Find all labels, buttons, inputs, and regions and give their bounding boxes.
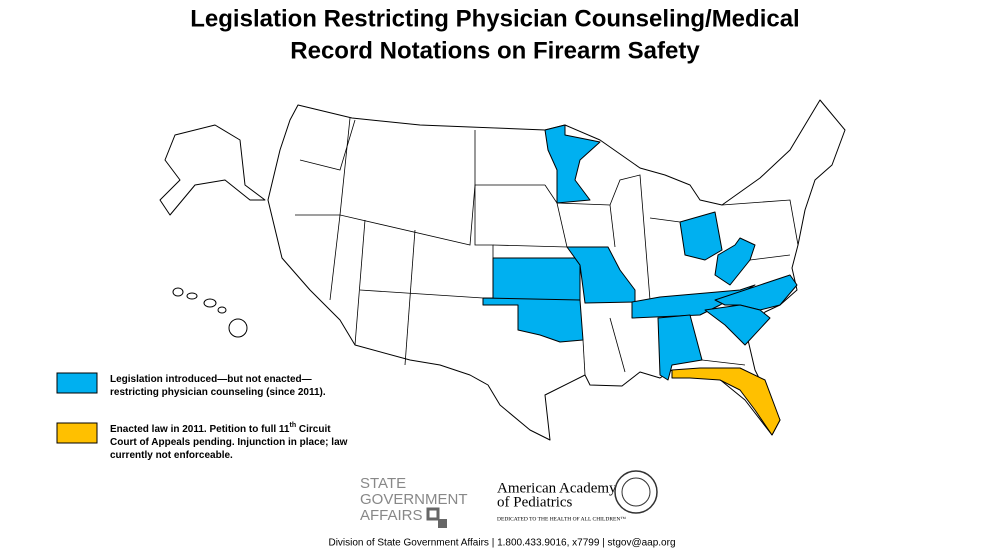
legend-text: currently not enforceable.	[110, 450, 233, 461]
state-border	[339, 117, 545, 246]
title-line: Legislation Restricting Physician Counse…	[190, 5, 799, 32]
sga-logo: STATE GOVERNMENT AFFAIRS	[360, 475, 468, 528]
title-line: Record Notations on Firearm Safety	[290, 37, 700, 64]
state-border	[649, 217, 681, 223]
state-missouri	[566, 246, 636, 304]
logo-text: AFFAIRS	[360, 507, 423, 524]
legend-label: currently not enforceable.	[110, 450, 233, 461]
state-ohio	[679, 211, 723, 261]
legend-text: th	[290, 422, 297, 429]
legend-label: Court of Appeals pending. Injunction in …	[110, 437, 348, 448]
legend-text: Legislation introduced—but not enacted—	[110, 374, 312, 385]
state-border	[749, 254, 791, 261]
logo-tagline: DEDICATED TO THE HEALTH OF ALL CHILDREN™	[497, 516, 626, 522]
state-border	[492, 184, 568, 248]
state-border	[609, 317, 626, 373]
legend-label: Enacted law in 2011. Petition to full 11…	[110, 422, 331, 435]
logo-text: American Academy	[497, 480, 617, 496]
state-west-virginia	[714, 237, 756, 286]
legend-text: Circuit	[296, 424, 331, 435]
us-map	[159, 99, 846, 441]
logo-text: STATE	[360, 475, 406, 492]
footer: Division of State Government Affairs | 1…	[328, 538, 675, 549]
state-minnesota	[544, 124, 601, 204]
aap-logo: American Academy of Pediatrics DEDICATED…	[497, 470, 658, 522]
legend-swatch	[56, 372, 98, 394]
legend-label: Legislation introduced—but not enacted—	[110, 374, 312, 385]
alaska	[159, 124, 266, 216]
legend-label: restricting physician counseling (since …	[110, 387, 326, 398]
state-border	[701, 359, 746, 366]
logo-seal	[621, 477, 651, 507]
state-border	[404, 229, 416, 366]
state-border	[721, 199, 799, 246]
state-border	[582, 339, 586, 376]
logo-mark	[438, 519, 447, 528]
logo-text: GOVERNMENT	[360, 491, 468, 508]
legend-text: restricting physician counseling (since …	[110, 387, 326, 398]
state-oklahoma	[482, 297, 584, 343]
state-kansas	[492, 257, 581, 301]
state-north-carolina	[714, 274, 798, 311]
state-border	[299, 119, 356, 171]
logo-mark	[426, 507, 440, 521]
state-alabama	[657, 314, 703, 381]
legend-swatch	[56, 422, 98, 444]
legend: Legislation introduced—but not enacted— r…	[56, 372, 348, 461]
state-border	[354, 219, 366, 346]
legend-text: Court of Appeals pending. Injunction in …	[110, 437, 348, 448]
logo-seal	[614, 470, 658, 514]
legend-text: Enacted law in 2011. Petition to full 11	[110, 424, 290, 435]
logo-text: of Pediatrics	[497, 494, 573, 510]
hawaii	[172, 287, 248, 338]
colored-states	[482, 124, 798, 436]
state-south-carolina	[704, 304, 771, 346]
state-border	[359, 289, 484, 299]
state-florida	[671, 367, 781, 436]
state-border	[295, 214, 341, 301]
state-border	[609, 174, 651, 301]
